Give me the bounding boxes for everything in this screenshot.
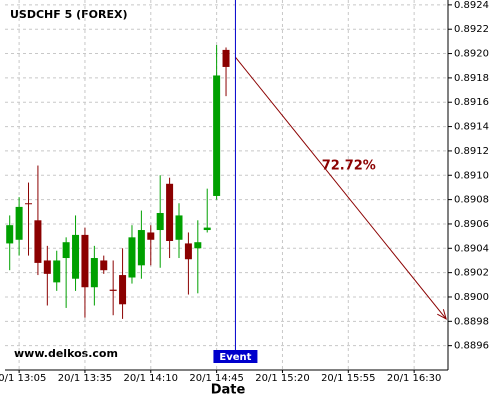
y-tick-label: 0.8912	[454, 146, 489, 157]
candle-body	[34, 220, 42, 263]
y-tick-label: 0.8922	[454, 24, 489, 35]
candle-body	[15, 206, 23, 240]
candle-body	[72, 234, 80, 279]
y-tick-label: 0.8900	[454, 292, 489, 303]
forecast-label: 72.72%	[322, 159, 376, 174]
x-tick-label: 20/1 14:10	[124, 373, 178, 384]
candle-body	[43, 260, 51, 274]
forecast-line	[235, 56, 447, 320]
y-tick-label: 0.8910	[454, 170, 489, 181]
x-tick-label: 20/1 13:35	[58, 373, 112, 384]
y-tick-label: 0.8898	[454, 316, 489, 327]
candle-body	[175, 215, 183, 240]
y-tick-label: 0.8896	[454, 341, 489, 352]
x-tick-label: 20/1 15:55	[321, 373, 375, 384]
candle-body	[147, 232, 155, 240]
candle-body	[166, 183, 174, 241]
candle-body	[156, 212, 164, 231]
candle-body	[62, 242, 70, 259]
y-tick-label: 0.8918	[454, 73, 489, 84]
forecast-arrowhead	[437, 309, 447, 320]
y-tick-label: 0.8902	[454, 268, 489, 279]
candle-body	[90, 258, 98, 288]
candle-body	[109, 289, 117, 291]
y-tick-label: 0.8916	[454, 97, 489, 108]
x-tick-label: 20/1 13:05	[0, 373, 46, 384]
event-box	[213, 350, 258, 363]
candle-body	[81, 234, 89, 288]
y-tick-label: 0.8924	[454, 0, 489, 11]
candle-body	[137, 230, 145, 266]
watermark: www.delkos.com	[14, 347, 118, 360]
candle-body	[25, 203, 33, 205]
x-tick-label: 20/1 15:20	[255, 373, 309, 384]
y-tick-label: 0.8914	[454, 122, 489, 133]
y-tick-label: 0.8908	[454, 195, 489, 206]
y-tick-label: 0.8920	[454, 49, 489, 60]
candle-body	[119, 275, 127, 305]
y-tick-label: 0.8906	[454, 219, 489, 230]
candle-body	[203, 227, 211, 231]
y-tick-label: 0.8904	[454, 243, 489, 254]
chart-title: USDCHF 5 (FOREX)	[10, 8, 127, 21]
candle-body	[6, 225, 14, 244]
x-axis-label: Date	[211, 383, 246, 398]
candle-body	[222, 49, 230, 67]
event-label: Event	[219, 352, 251, 363]
candle-body	[100, 260, 108, 271]
candle-body	[194, 242, 202, 249]
x-tick-label: 20/1 14:45	[189, 373, 243, 384]
candle-body	[213, 75, 221, 196]
x-tick-label: 20/1 16:30	[387, 373, 441, 384]
candle-body	[128, 237, 136, 278]
candle-body	[53, 260, 61, 283]
candle-body	[184, 243, 192, 260]
